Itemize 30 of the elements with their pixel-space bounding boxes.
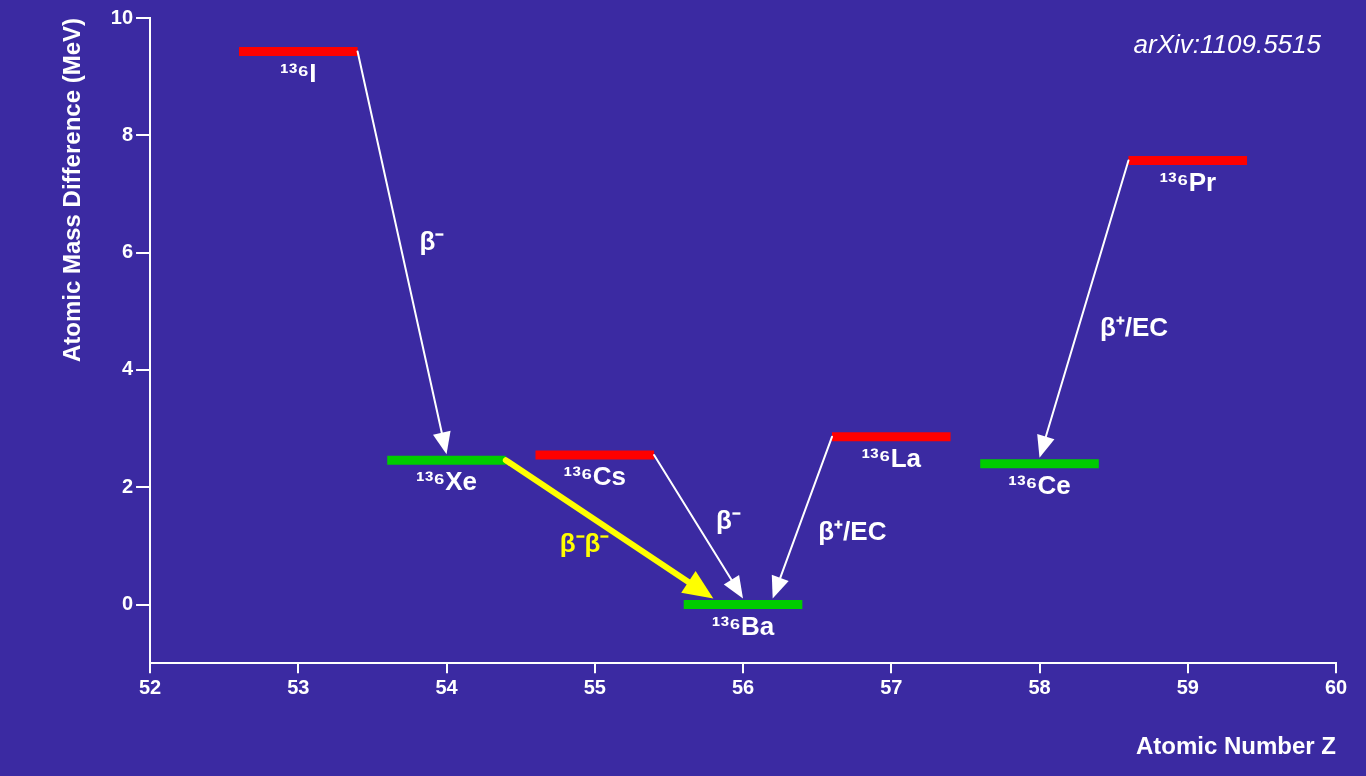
x-tick-label: 57 [880,675,903,698]
series-label: ¹³⁶Ce [1008,469,1071,500]
series-label: ¹³⁶I [280,57,317,88]
x-tick-label: 52 [138,675,162,698]
y-tick-label: 2 [121,474,134,497]
y-tick-label: 10 [110,5,134,28]
y-tick-label: 8 [121,122,134,145]
y-tick-label: 4 [121,357,134,380]
series-label: ¹³⁶Xe [415,466,478,497]
y-axis-title: Atomic Mass Difference (MeV) [58,18,86,363]
annotation: arXiv:1109.5515 [1133,29,1322,60]
annotation: β⁻ [716,504,741,535]
y-tick-label: 6 [121,240,134,263]
series-label: ¹³⁶La [861,442,922,473]
annotation: β⁺/EC [1099,312,1169,343]
x-tick-label: 53 [287,675,310,698]
x-tick-label: 56 [731,675,755,698]
series-label: ¹³⁶Cs [563,461,627,492]
annotation: β⁺/EC [818,515,887,546]
annotation: β⁻β⁻ [559,527,610,558]
series-label: ¹³⁶Pr [1159,166,1217,197]
series-label: ¹³⁶Ba [711,610,775,641]
x-axis-title: Atomic Number Z [1135,732,1336,760]
x-tick-label: 54 [435,675,459,698]
y-tick-label: 0 [121,592,134,615]
x-tick-label: 58 [1028,675,1051,698]
x-tick-label: 59 [1176,675,1199,698]
annotation: β⁻ [419,226,445,257]
x-tick-label: 55 [583,675,606,698]
x-tick-label: 60 [1324,675,1348,698]
